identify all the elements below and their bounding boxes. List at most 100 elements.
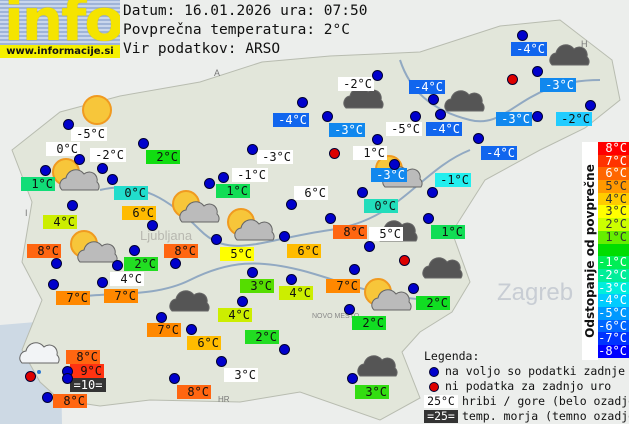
station-dot[interactable] [67,200,78,211]
station-dot[interactable] [211,234,222,245]
station-dot[interactable] [585,100,596,111]
sea-temperature-label: =10= [70,378,106,392]
station-temperature-label: 6°C [294,186,328,200]
station-dot[interactable] [237,296,248,307]
station-missing-dot[interactable] [25,371,36,382]
station-dot[interactable] [347,373,358,384]
scale-step: -6°C [598,318,629,333]
station-dot[interactable] [532,111,543,122]
station-temperature-label: 1°C [353,146,387,160]
station-temperature-label: -5°C [386,122,422,136]
station-dot[interactable] [357,187,368,198]
station-temperature-label: 0°C [46,142,80,156]
station-dot[interactable] [62,373,73,384]
station-dot[interactable] [427,187,438,198]
station-dot[interactable] [247,267,258,278]
station-dot[interactable] [40,165,51,176]
scale-step: 5°C [598,180,629,193]
station-dot[interactable] [247,144,258,155]
station-dot[interactable] [410,111,421,122]
station-temperature-label: 6°C [122,206,156,220]
station-temperature-label: 2°C [352,316,386,330]
station-dot[interactable] [138,138,149,149]
station-dot[interactable] [216,356,227,367]
station-temperature-label: -2°C [90,148,126,162]
station-dot[interactable] [297,97,308,108]
station-temperature-label: 8°C [164,244,198,258]
scale-step: -8°C [598,344,629,358]
station-temperature-label: 5°C [220,247,254,261]
station-dot[interactable] [517,30,528,41]
station-dot[interactable] [156,312,167,323]
station-dot[interactable] [107,174,118,185]
station-temperature-label: 6°C [287,244,321,258]
avg-temp-line: Povprečna temperatura: 2°C [123,22,350,38]
station-dot[interactable] [147,220,158,231]
cloud-icon [357,355,398,377]
scale-step: 3°C [598,205,629,219]
station-dot[interactable] [48,279,59,290]
station-dot[interactable] [423,213,434,224]
station-dot[interactable] [42,392,53,403]
station-dot[interactable] [344,304,355,315]
station-temperature-label: 3°C [240,279,274,293]
legend-missing: ni podatka za zadnjo uro [445,379,612,393]
station-dot[interactable] [204,178,215,189]
station-dot[interactable] [63,119,74,130]
station-dot[interactable] [97,163,108,174]
scale-step: -7°C [598,331,629,346]
station-temperature-label: -4°C [409,80,445,94]
station-temperature-label: 4°C [43,215,77,229]
station-temperature-label: 8°C [27,244,61,258]
station-temperature-label: 2°C [416,296,450,310]
station-dot[interactable] [372,134,383,145]
station-missing-dot[interactable] [329,148,340,159]
date-line: Datum: 16.01.2026 ura: 07:50 [123,3,368,19]
station-ok-dot-icon [429,366,439,377]
station-dot[interactable] [428,94,439,105]
station-temperature-label: -5°C [71,127,107,141]
station-dot[interactable] [532,66,543,77]
station-temperature-label: 2°C [245,330,279,344]
station-dot[interactable] [112,260,123,271]
scale-step: -2°C [598,267,629,282]
station-dot[interactable] [325,213,336,224]
station-temperature-label: 4°C [279,286,313,300]
station-dot[interactable] [279,344,290,355]
legend-hill-text: hribi / gore (belo ozadje) [462,394,629,408]
station-dot[interactable] [279,231,290,242]
info-logo[interactable]: info [0,0,120,45]
station-dot[interactable] [408,283,419,294]
station-dot[interactable] [51,258,62,269]
station-temperature-label: 1°C [431,225,465,239]
station-dot[interactable] [364,241,375,252]
station-dot[interactable] [435,109,446,120]
station-dot[interactable] [97,277,108,288]
station-dot[interactable] [74,154,85,165]
station-dot[interactable] [170,258,181,269]
station-missing-dot[interactable] [399,255,410,266]
station-missing-dot[interactable] [507,74,518,85]
station-dot[interactable] [129,245,140,256]
station-dot[interactable] [169,373,180,384]
partly-cloudy-icon [52,158,100,191]
station-missing-dot-icon [429,381,439,392]
station-dot[interactable] [186,324,197,335]
scale-step: -5°C [598,305,629,320]
station-temperature-label: 0°C [364,199,398,213]
station-dot[interactable] [349,264,360,275]
station-temperature-label: -4°C [273,113,309,127]
station-dot[interactable] [473,133,484,144]
scale-step: 1°C [598,231,629,244]
site-url-link[interactable]: www.informacije.si [0,45,120,58]
station-temperature-label: 2°C [146,150,180,164]
source-line: Vir podatkov: ARSO [123,41,281,57]
station-dot[interactable] [286,274,297,285]
station-dot[interactable] [372,70,383,81]
station-dot[interactable] [286,199,297,210]
station-temperature-label: 2°C [124,257,158,271]
station-dot[interactable] [218,172,229,183]
scale-step: 8°C [598,142,629,155]
station-dot[interactable] [322,111,333,122]
station-dot[interactable] [389,159,400,170]
